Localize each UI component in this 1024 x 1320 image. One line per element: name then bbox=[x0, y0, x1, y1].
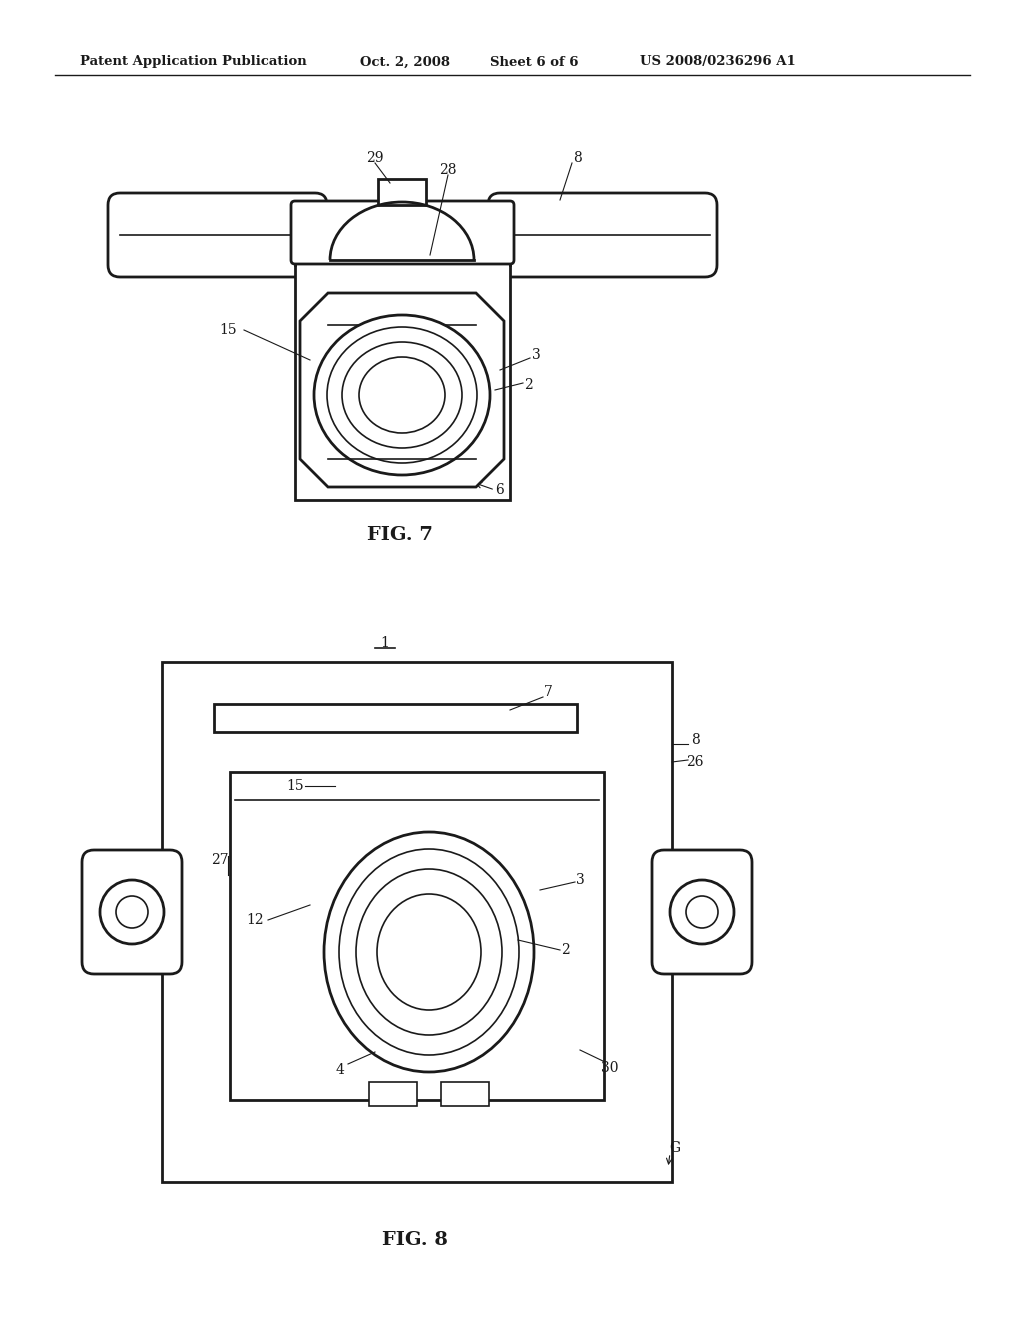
Ellipse shape bbox=[359, 356, 445, 433]
Text: US 2008/0236296 A1: US 2008/0236296 A1 bbox=[640, 55, 796, 69]
Circle shape bbox=[686, 896, 718, 928]
Bar bbox=[295, 205, 510, 500]
Text: G: G bbox=[670, 1140, 681, 1155]
Circle shape bbox=[100, 880, 164, 944]
Circle shape bbox=[116, 896, 148, 928]
Text: 6: 6 bbox=[496, 483, 505, 498]
Text: FIG. 7: FIG. 7 bbox=[367, 525, 433, 544]
FancyBboxPatch shape bbox=[108, 193, 327, 277]
Text: 3: 3 bbox=[575, 873, 585, 887]
Ellipse shape bbox=[377, 894, 481, 1010]
Bar bbox=[162, 663, 672, 1181]
Text: 2: 2 bbox=[560, 942, 569, 957]
FancyBboxPatch shape bbox=[291, 201, 514, 264]
Text: 3: 3 bbox=[531, 348, 541, 362]
Ellipse shape bbox=[327, 327, 477, 463]
Text: 26: 26 bbox=[686, 755, 703, 770]
Bar bbox=[378, 180, 426, 205]
Polygon shape bbox=[300, 293, 504, 487]
FancyBboxPatch shape bbox=[82, 850, 182, 974]
Text: 8: 8 bbox=[690, 733, 699, 747]
Ellipse shape bbox=[324, 832, 534, 1072]
Text: 15: 15 bbox=[286, 779, 304, 793]
Bar bbox=[230, 772, 604, 1100]
Bar bbox=[214, 704, 577, 733]
FancyBboxPatch shape bbox=[488, 193, 717, 277]
Text: Patent Application Publication: Patent Application Publication bbox=[80, 55, 307, 69]
Ellipse shape bbox=[356, 869, 502, 1035]
Circle shape bbox=[670, 880, 734, 944]
Text: 28: 28 bbox=[439, 162, 457, 177]
Text: 8: 8 bbox=[573, 150, 583, 165]
Text: 7: 7 bbox=[544, 685, 552, 700]
Text: Sheet 6 of 6: Sheet 6 of 6 bbox=[490, 55, 579, 69]
FancyBboxPatch shape bbox=[652, 850, 752, 974]
Text: 12: 12 bbox=[246, 913, 264, 927]
Bar bbox=[441, 1082, 489, 1106]
Text: Oct. 2, 2008: Oct. 2, 2008 bbox=[360, 55, 450, 69]
Bar bbox=[369, 1082, 417, 1106]
Text: FIG. 8: FIG. 8 bbox=[382, 1232, 447, 1249]
Text: 29: 29 bbox=[367, 150, 384, 165]
Ellipse shape bbox=[342, 342, 462, 447]
Ellipse shape bbox=[314, 315, 490, 475]
Text: 30: 30 bbox=[601, 1061, 618, 1074]
Text: 2: 2 bbox=[523, 378, 532, 392]
Text: 1: 1 bbox=[381, 636, 389, 649]
Text: 15: 15 bbox=[219, 323, 237, 337]
Text: 27: 27 bbox=[211, 853, 228, 867]
Text: 4: 4 bbox=[336, 1063, 344, 1077]
Ellipse shape bbox=[339, 849, 519, 1055]
